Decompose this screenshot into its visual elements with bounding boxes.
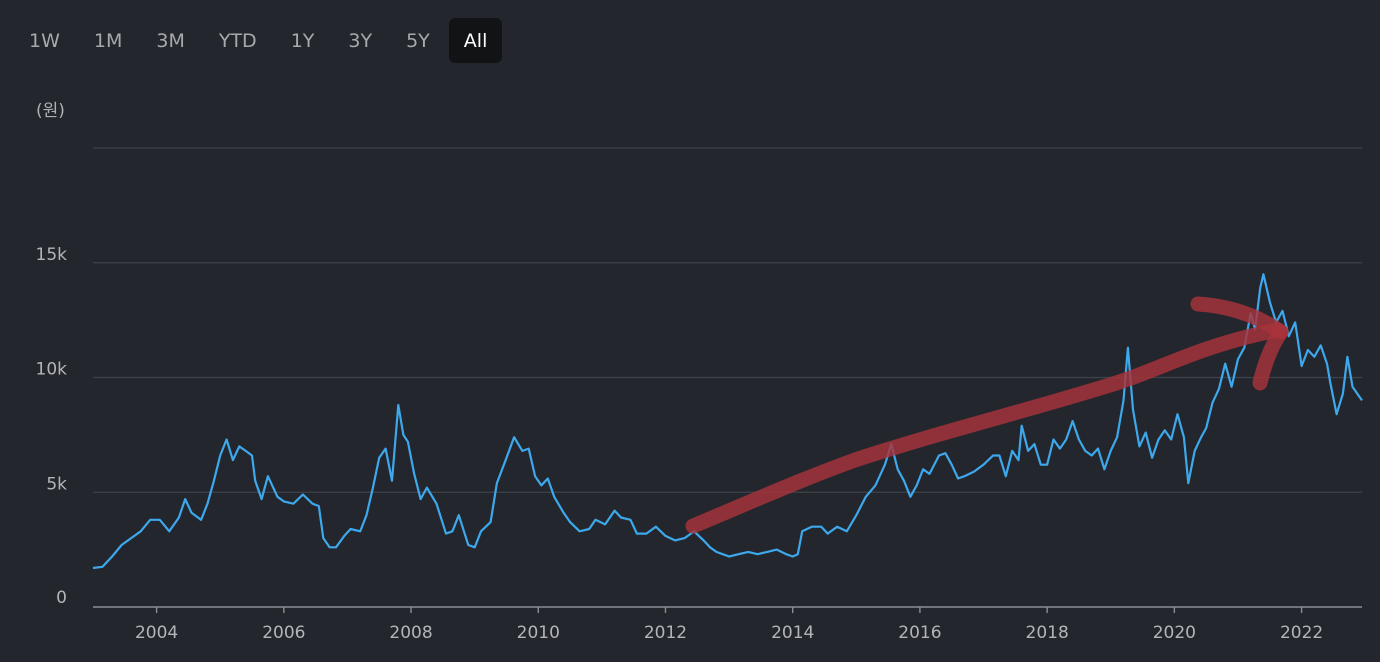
tab-all[interactable]: All [448,18,503,63]
tab-5y[interactable]: 5Y [406,29,430,52]
tab-1w[interactable]: 1W [29,29,60,52]
y-tick-label: 0 [56,588,67,608]
tab-1m[interactable]: 1M [93,29,123,52]
price-series-line [92,273,1363,570]
tab-3m[interactable]: 3M [156,29,185,52]
x-tick-label: 2008 [389,623,432,643]
x-tick-label: 2006 [262,623,305,643]
y-axis-unit-label: (원) [36,101,65,121]
y-tick-label: 5k [46,474,67,494]
x-tick-label: 2020 [1153,623,1196,643]
x-tick-label: 2010 [517,623,560,643]
x-axis-tick-labels: 2004 2006 2008 2010 2012 2014 2016 2018 2020 2022 [135,607,1323,643]
tab-3y[interactable]: 3Y [348,29,373,52]
annotation-arrow-head-bottom [1252,324,1289,391]
annotation-arrow-shaft [685,322,1286,534]
range-tab-bar: 1W 1M 3M YTD 1Y 3Y 5Y All [14,18,506,63]
gridlines [93,147,1362,608]
annotation-arrow-head-top [1190,296,1289,340]
x-tick-label: 2014 [771,623,814,643]
x-tick-label: 2004 [135,623,178,643]
y-tick-label: 15k [36,245,68,265]
x-tick-label: 2012 [644,623,687,643]
tab-ytd[interactable]: YTD [218,29,257,52]
x-tick-label: 2018 [1026,623,1069,643]
y-tick-label: 10k [36,360,68,380]
x-tick-label: 2022 [1280,623,1323,643]
x-tick-label: 2016 [898,623,941,643]
y-axis-tick-labels: 0 5k 10k 15k [36,245,68,608]
tab-1y[interactable]: 1Y [290,29,315,52]
